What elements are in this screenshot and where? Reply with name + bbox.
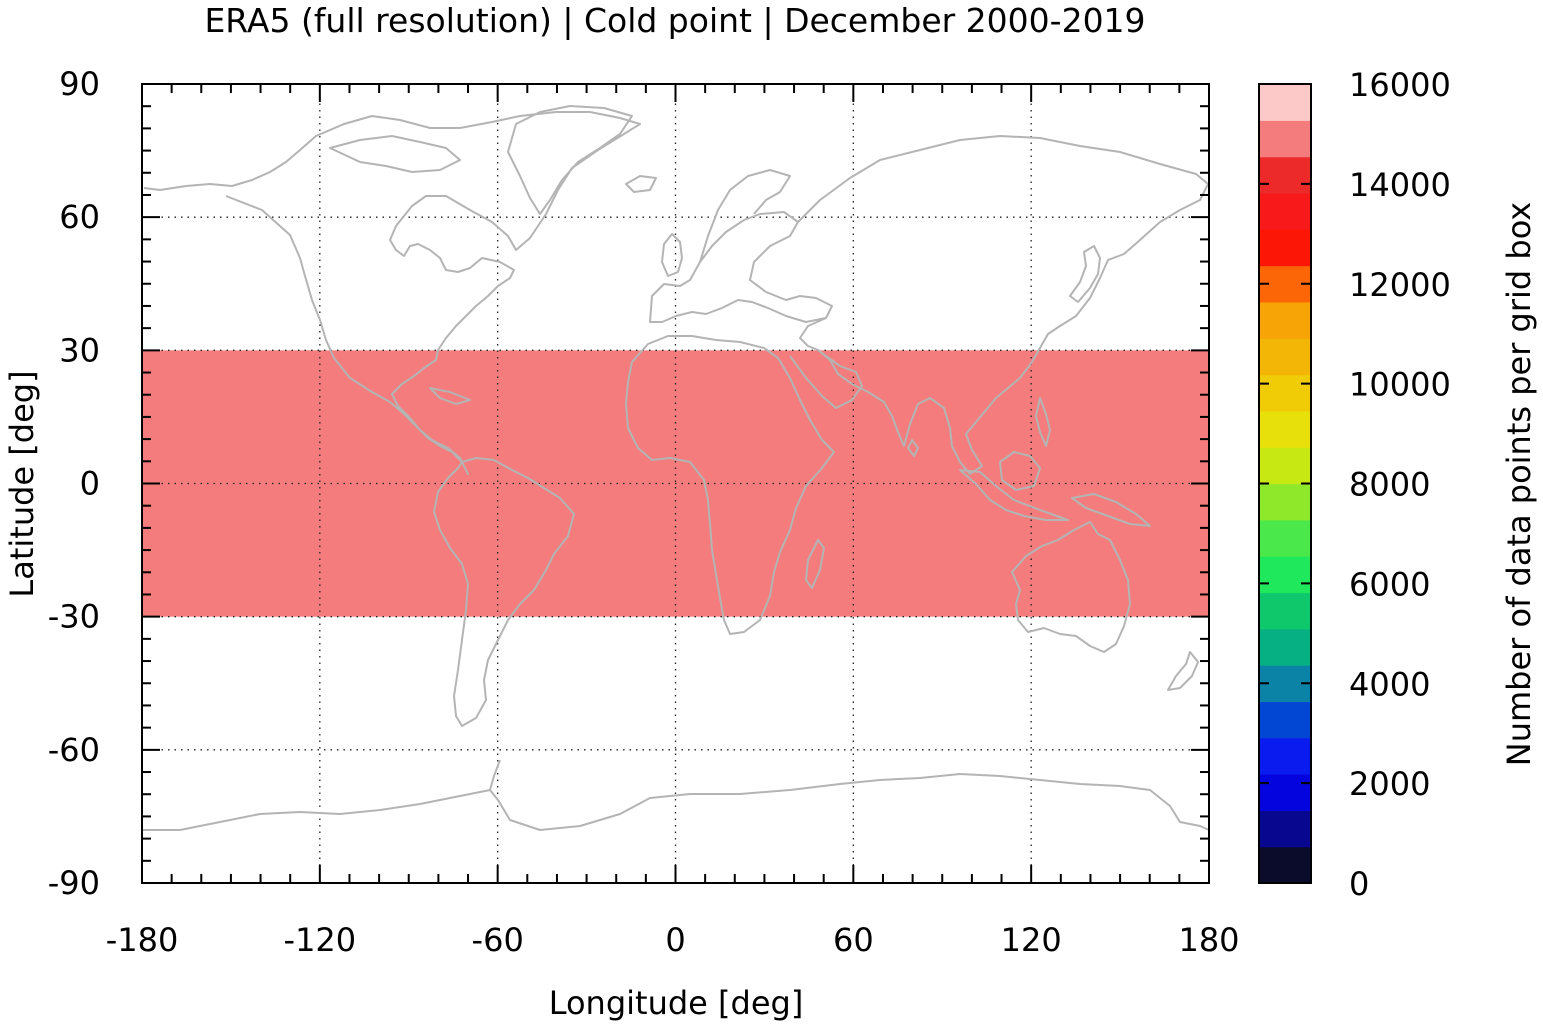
colorbar-tick-label: 4000 <box>1349 665 1430 703</box>
colorbar-swatch <box>1259 519 1311 557</box>
y-tick-label: 60 <box>59 198 100 236</box>
x-tick-label: 120 <box>1001 921 1062 959</box>
coast-asia <box>797 135 1209 475</box>
colorbar-tick-label: 8000 <box>1349 466 1430 504</box>
coast-scandinavia <box>699 169 791 263</box>
colorbar-tick-label: 2000 <box>1349 765 1430 803</box>
colorbar-frame <box>1258 83 1312 884</box>
major-ticks <box>141 83 1210 884</box>
colorbar-swatch <box>1259 374 1311 412</box>
colorbar-swatch <box>1259 447 1311 485</box>
colorbar-swatch <box>1259 120 1311 158</box>
coast-antarctica <box>142 773 1210 831</box>
y-tick-label: -90 <box>48 864 100 902</box>
grid-lines <box>142 84 1209 883</box>
map-plot-area <box>141 83 1210 884</box>
colorbar-swatch <box>1259 84 1311 121</box>
colorbar-swatch <box>1259 810 1311 848</box>
coast-antarctic-peninsula <box>489 759 501 791</box>
coast-borneo <box>999 451 1041 491</box>
colorbar-swatch <box>1259 592 1311 630</box>
x-tick-label: -60 <box>472 921 524 959</box>
colorbar-swatch <box>1259 737 1311 775</box>
colorbar-swatch <box>1259 301 1311 339</box>
x-axis-label: Longitude [deg] <box>549 984 804 1022</box>
coast-south-america <box>433 457 575 727</box>
colorbar-swatch <box>1259 701 1311 739</box>
coast-cuba <box>429 387 471 405</box>
colorbar: 0 2000 4000 6000 8000 10000 12000 14000 16000 Nu… <box>1258 66 1538 903</box>
y-tick-label: -60 <box>48 731 100 769</box>
coast-indonesia <box>959 469 1069 521</box>
x-tick-label: 180 <box>1178 921 1239 959</box>
coast-britain <box>661 233 683 277</box>
colorbar-swatch <box>1259 846 1311 884</box>
coastlines <box>142 105 1210 831</box>
colorbar-swatch <box>1259 156 1311 194</box>
colorbar-swatch <box>1259 483 1311 521</box>
colorbar-tick-label: 10000 <box>1349 366 1451 404</box>
colorbar-swatch <box>1259 628 1311 666</box>
coast-madagascar <box>805 539 825 589</box>
coast-australia <box>1011 521 1131 653</box>
colorbar-tick-label: 0 <box>1349 865 1369 903</box>
figure-title: ERA5 (full resolution) | Cold point | De… <box>204 1 1145 40</box>
x-tick-label: 60 <box>833 921 874 959</box>
colorbar-label: Number of data points per grid box <box>1500 202 1538 766</box>
colorbar-swatch <box>1259 229 1311 267</box>
x-tick-label: 0 <box>665 921 685 959</box>
colorbar-tick-labels: 0 2000 4000 6000 8000 10000 12000 14000 16000 <box>1349 66 1451 903</box>
colorbar-swatch <box>1259 410 1311 448</box>
coast-canadian-arctic <box>329 135 461 173</box>
colorbar-swatch <box>1259 338 1311 376</box>
colorbar-swatch <box>1259 556 1311 594</box>
coast-new-guinea <box>1071 493 1151 527</box>
colorbar-swatch <box>1259 774 1311 811</box>
coast-north-america <box>143 111 641 475</box>
y-axis-label: Latitude [deg] <box>3 370 41 597</box>
colorbar-tick-label: 14000 <box>1349 166 1451 204</box>
x-tick-label: -120 <box>284 921 357 959</box>
minor-ticks <box>142 84 1209 883</box>
colorbar-tick-label: 12000 <box>1349 266 1451 304</box>
coast-africa <box>625 335 835 635</box>
coast-europe <box>649 211 833 323</box>
y-tick-label: 0 <box>80 465 100 503</box>
y-tick-label: 30 <box>59 331 100 369</box>
y-tick-label: 90 <box>59 65 100 103</box>
coast-iceland <box>625 175 657 193</box>
coast-new-zealand <box>1167 651 1199 691</box>
colorbar-tick-label: 16000 <box>1349 66 1451 104</box>
coast-sri-lanka <box>907 439 919 457</box>
colorbar-tick-label: 6000 <box>1349 565 1430 603</box>
y-tick-labels: -90 -60 -30 0 30 60 90 <box>48 65 100 902</box>
coast-greenland <box>507 105 633 215</box>
y-tick-label: -30 <box>48 598 100 636</box>
x-tick-label: -180 <box>106 921 179 959</box>
coast-japan <box>1069 245 1101 303</box>
colorbar-swatch <box>1259 192 1311 230</box>
x-tick-labels: -180 -120 -60 0 60 120 180 <box>106 921 1240 959</box>
coast-arabia <box>789 349 863 409</box>
coast-philippines <box>1035 397 1051 447</box>
